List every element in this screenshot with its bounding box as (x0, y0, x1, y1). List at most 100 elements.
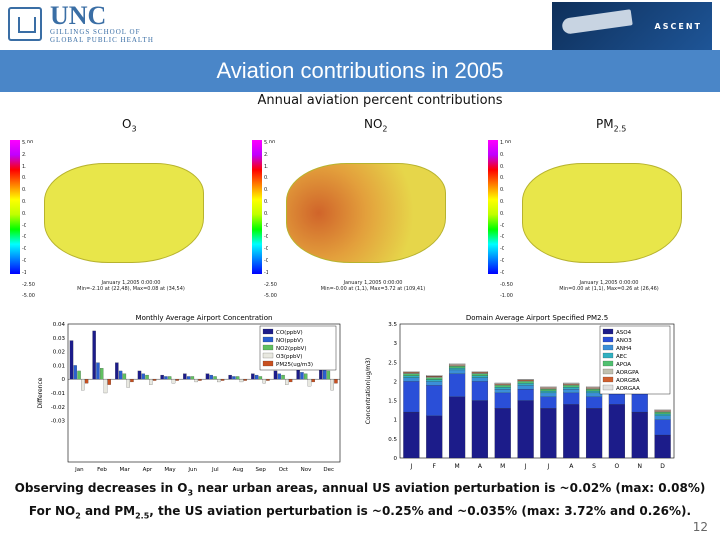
map-caption: January 1,2005 0:00:00 Min=0.00 at (1,1),… (559, 280, 659, 292)
colorbar (488, 140, 498, 274)
bar (81, 379, 85, 391)
stacked-bar-segment (471, 400, 489, 459)
stacked-bar-segment (540, 386, 557, 388)
stacked-bar-segment (585, 396, 603, 409)
y-tick-label: 0.03 (53, 336, 66, 342)
x-tick-label: M (454, 463, 459, 470)
bar (217, 379, 221, 383)
stacked-bar-segment (563, 384, 580, 386)
map-label-pm25: PM2.5 (596, 117, 627, 134)
stacked-bar-segment (517, 379, 534, 380)
stacked-bar-segment (403, 375, 420, 378)
legend-swatch (602, 368, 614, 375)
bar (137, 370, 142, 380)
legend-swatch (262, 352, 274, 359)
legend-label: NO2(ppbV) (276, 346, 306, 352)
stacked-bar-segment (654, 409, 671, 411)
subtitle: Annual aviation percent contributions (257, 93, 503, 108)
bar (126, 379, 130, 388)
x-tick-label: Apr (143, 467, 153, 473)
bar (254, 374, 259, 380)
stacked-bar-segment (471, 373, 489, 376)
stacked-bar-segment (540, 387, 557, 389)
x-tick-label: O (615, 463, 620, 470)
x-tick-label: Nov (301, 467, 312, 473)
stacked-bar-segment (608, 404, 626, 459)
legend-label: CO(ppbV) (276, 330, 303, 336)
colorbar-tick: -0.50 (500, 281, 513, 288)
stacked-bar-segment (654, 419, 671, 436)
stacked-bar-segment (563, 382, 580, 384)
stacked-bar-segment (494, 383, 511, 385)
stacked-bar-segment (426, 375, 443, 377)
stacked-bar-segment (654, 410, 671, 412)
stacked-bar-segment (517, 380, 534, 382)
stacked-bar-segment (448, 363, 466, 365)
x-tick-label: M (500, 463, 505, 470)
colorbar-tick: -1.00 (500, 293, 513, 300)
bar (288, 379, 293, 383)
y-tick-label: 1.5 (388, 399, 397, 405)
stacked-bar-segment (494, 384, 511, 386)
bar (122, 373, 127, 380)
stacked-bar-segment (471, 381, 489, 401)
chart-title: Monthly Average Airport Concentration (136, 314, 273, 322)
y-tick-label: 0.01 (53, 363, 65, 369)
y-tick-label: 0.04 (53, 322, 66, 328)
stacked-bar-segment (585, 390, 603, 394)
stacked-bar-segment (540, 388, 557, 390)
bar (171, 379, 176, 384)
stacked-bar-segment (448, 365, 466, 367)
stacked-bar-segment (426, 381, 443, 386)
caption: Observing decreases in O3 near urban are… (0, 473, 720, 523)
x-tick-label: S (592, 463, 596, 470)
x-tick-label: J (410, 463, 413, 470)
stacked-bar-segment (426, 385, 443, 416)
bar (69, 340, 74, 380)
bar (236, 376, 240, 380)
stacked-bar-segment (631, 411, 648, 459)
caption-line-2: For NO2 and PM2.5, the US aviation pertu… (28, 504, 692, 521)
y-tick-label: 2.5 (388, 360, 397, 366)
x-tick-label: J (524, 463, 527, 470)
x-tick-label: Jun (187, 467, 197, 473)
stacked-bar-segment (403, 373, 420, 376)
x-tick-label: Feb (97, 467, 107, 473)
x-tick-label: Dec (323, 467, 334, 473)
bar (152, 379, 157, 381)
stacked-bar-segment (540, 408, 557, 459)
legend-swatch (602, 336, 614, 343)
bar (160, 374, 164, 380)
stacked-bar-segment (448, 373, 466, 397)
x-tick-label: A (478, 463, 483, 470)
bar (73, 365, 77, 380)
stacked-bar-segment (563, 404, 580, 459)
legend-label: PM25(ug/m3) (276, 362, 313, 368)
bar (300, 372, 304, 380)
x-tick-label: F (433, 463, 437, 470)
stacked-bar-segment (585, 387, 603, 389)
colorbar (252, 140, 262, 274)
stacked-bar-segment (540, 390, 557, 394)
y-tick-label: 3 (394, 341, 398, 347)
chart-pm25-species-svg: Domain Average Airport Specified PM2.5 Co… (365, 314, 675, 470)
bar (77, 370, 81, 380)
stacked-bar-segment (540, 388, 557, 392)
legend-label: AORGPA (616, 370, 639, 376)
bar (330, 379, 334, 391)
stacked-bar-segment (654, 434, 671, 459)
colorbar-tick: -5.00 (22, 293, 35, 300)
legend-label: AORGBA (616, 378, 640, 384)
bar (164, 376, 168, 380)
bar (307, 379, 312, 387)
legend-swatch (602, 376, 614, 383)
stacked-bar-segment (448, 367, 466, 371)
bar (145, 374, 149, 380)
legend-label: ANH4 (616, 346, 632, 352)
chart-pm25-species: Domain Average Airport Specified PM2.5 Co… (362, 312, 682, 474)
unc-logo-sub1: GILLINGS SCHOOL OF (50, 28, 141, 36)
stacked-bar-segment (517, 383, 534, 386)
us-map-pm25 (522, 163, 682, 263)
stacked-bar-segment (494, 385, 511, 388)
